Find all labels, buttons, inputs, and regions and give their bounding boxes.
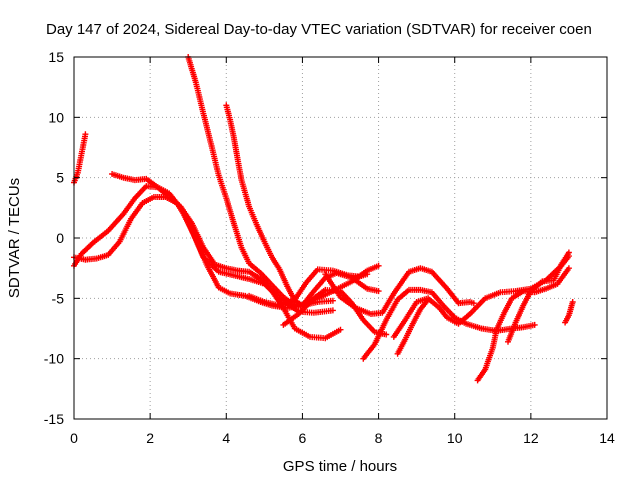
- grid: [74, 57, 607, 419]
- data-markers: [71, 54, 576, 384]
- chart-title: Day 147 of 2024, Sidereal Day-to-day VTE…: [46, 21, 592, 38]
- data-point-marker: [329, 297, 336, 304]
- data-point-marker: [364, 271, 371, 278]
- x-tick-label: 8: [375, 430, 383, 446]
- data-point-marker: [375, 288, 382, 295]
- series-arc-7: [246, 266, 371, 309]
- x-tick-label: 14: [599, 430, 615, 446]
- data-point-marker: [425, 296, 432, 303]
- series-arc-12: [394, 296, 432, 357]
- series-arc-9: [322, 265, 477, 317]
- axis-ticks: 0 2 4 6 8 10 12 14 -15 -10 -5 0 5 10 15: [44, 49, 615, 446]
- x-axis-label: GPS time / hours: [283, 458, 397, 475]
- plot-frame: [73, 56, 608, 420]
- x-tick-label: 2: [146, 430, 154, 446]
- data-point-marker: [470, 300, 477, 307]
- y-tick-label: -10: [44, 351, 64, 367]
- series-arc-4: [109, 171, 344, 342]
- x-tick-label: 4: [222, 430, 230, 446]
- x-tick-label: 0: [70, 430, 78, 446]
- x-tick-label: 10: [447, 430, 463, 446]
- y-tick-label: -15: [44, 411, 64, 427]
- data-point-marker: [569, 299, 576, 305]
- x-tick-label: 6: [299, 430, 307, 446]
- data-point-marker: [329, 307, 336, 314]
- y-axis-label: SDTVAR / TECUs: [6, 178, 23, 298]
- data-point-marker: [565, 249, 572, 256]
- y-tick-label: 15: [48, 49, 64, 65]
- series-arc-15: [562, 299, 576, 326]
- data-point-marker: [337, 326, 344, 333]
- series-arc-6: [223, 102, 382, 309]
- data-point-marker: [531, 321, 538, 328]
- data-point-marker: [82, 131, 89, 138]
- series-arc-14: [505, 249, 572, 345]
- y-tick-label: 10: [48, 109, 64, 125]
- x-tick-label: 12: [523, 430, 539, 446]
- y-tick-label: 0: [56, 230, 64, 246]
- data-point-marker: [375, 262, 382, 269]
- y-tick-label: 5: [56, 170, 64, 186]
- y-tick-label: -5: [52, 290, 65, 306]
- series-arc-3: [71, 194, 336, 311]
- data-point-marker: [565, 265, 572, 272]
- series-arc-1: [71, 131, 89, 186]
- data-point-marker: [383, 331, 390, 338]
